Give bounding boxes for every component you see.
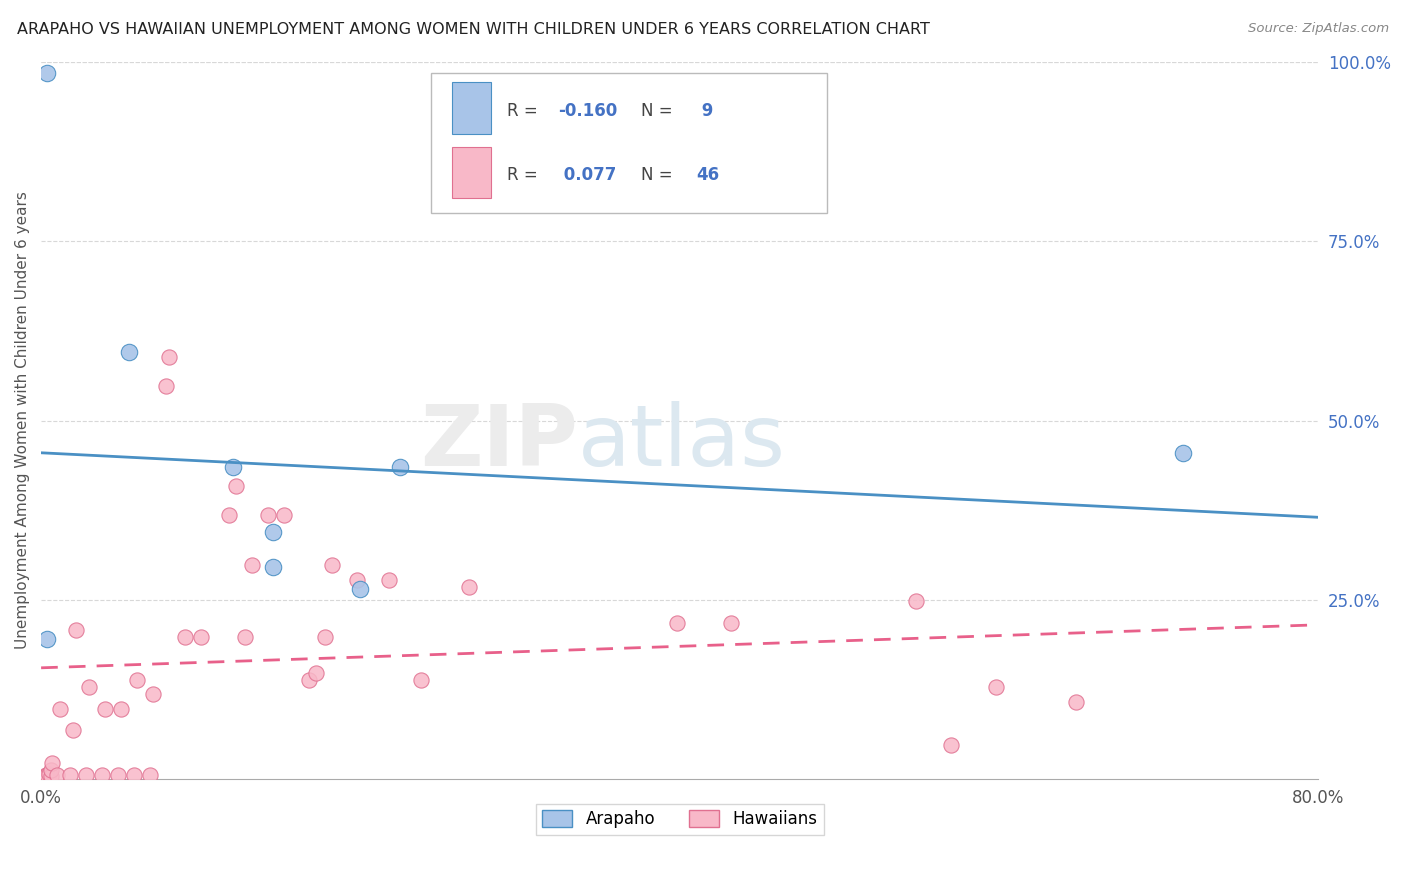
Text: 46: 46 (696, 167, 720, 185)
Point (190, 630, 212, 644)
Point (458, 580, 481, 594)
Legend: Arapaho, Hawaiians: Arapaho, Hawaiians (536, 804, 824, 835)
Point (39, 764, 62, 778)
Point (346, 573, 368, 587)
Point (75, 768, 97, 782)
Point (155, 379, 177, 393)
Point (90, 768, 112, 782)
Text: N =: N = (641, 167, 678, 185)
Point (218, 508, 240, 523)
Point (225, 479, 247, 493)
Point (939, 738, 962, 752)
Point (314, 630, 336, 644)
Point (35, 769, 58, 783)
Point (110, 701, 132, 715)
FancyBboxPatch shape (430, 73, 827, 212)
Point (38, 767, 60, 781)
Text: -0.160: -0.160 (558, 102, 617, 120)
Point (256, 508, 278, 523)
Point (1171, 446, 1194, 460)
Point (273, 508, 295, 523)
Text: N =: N = (641, 102, 678, 120)
Point (409, 673, 432, 687)
Point (984, 680, 1007, 694)
Point (138, 768, 160, 782)
Point (665, 615, 688, 630)
Point (35, 768, 58, 782)
Point (49, 701, 72, 715)
Point (305, 665, 328, 680)
Text: R =: R = (508, 102, 543, 120)
Point (389, 460, 412, 475)
Point (107, 768, 129, 782)
Bar (453, 146, 491, 198)
Point (262, 524, 284, 539)
Point (37, 632, 59, 647)
Text: ARAPAHO VS HAWAIIAN UNEMPLOYMENT AMONG WOMEN WITH CHILDREN UNDER 6 YEARS CORRELA: ARAPAHO VS HAWAIIAN UNEMPLOYMENT AMONG W… (17, 22, 929, 37)
Point (1064, 694, 1087, 708)
Point (41, 756, 63, 771)
Bar (453, 82, 491, 134)
Point (37, 66, 59, 80)
Point (125, 673, 148, 687)
Text: 9: 9 (696, 102, 714, 120)
Point (39, 769, 62, 783)
Point (142, 687, 165, 701)
Point (46, 768, 69, 782)
Point (65, 623, 87, 637)
Point (720, 615, 742, 630)
Text: Source: ZipAtlas.com: Source: ZipAtlas.com (1249, 22, 1389, 36)
Point (77, 680, 100, 694)
Text: 0.077: 0.077 (558, 167, 617, 185)
Point (221, 460, 243, 475)
Point (298, 673, 321, 687)
Point (122, 768, 145, 782)
Point (37, 767, 59, 781)
Point (62, 723, 84, 738)
Point (173, 630, 195, 644)
Y-axis label: Unemployment Among Women with Children Under 6 years: Unemployment Among Women with Children U… (15, 192, 30, 649)
Text: ZIP: ZIP (420, 401, 578, 483)
Point (240, 558, 263, 573)
Text: atlas: atlas (578, 401, 786, 483)
Point (378, 573, 401, 587)
Point (59, 768, 82, 782)
Point (118, 345, 141, 359)
Point (321, 558, 343, 573)
Point (349, 582, 371, 596)
Point (904, 594, 927, 608)
Point (157, 351, 180, 365)
Point (235, 630, 257, 644)
Point (94, 701, 117, 715)
Text: R =: R = (508, 167, 543, 185)
Point (262, 560, 284, 574)
